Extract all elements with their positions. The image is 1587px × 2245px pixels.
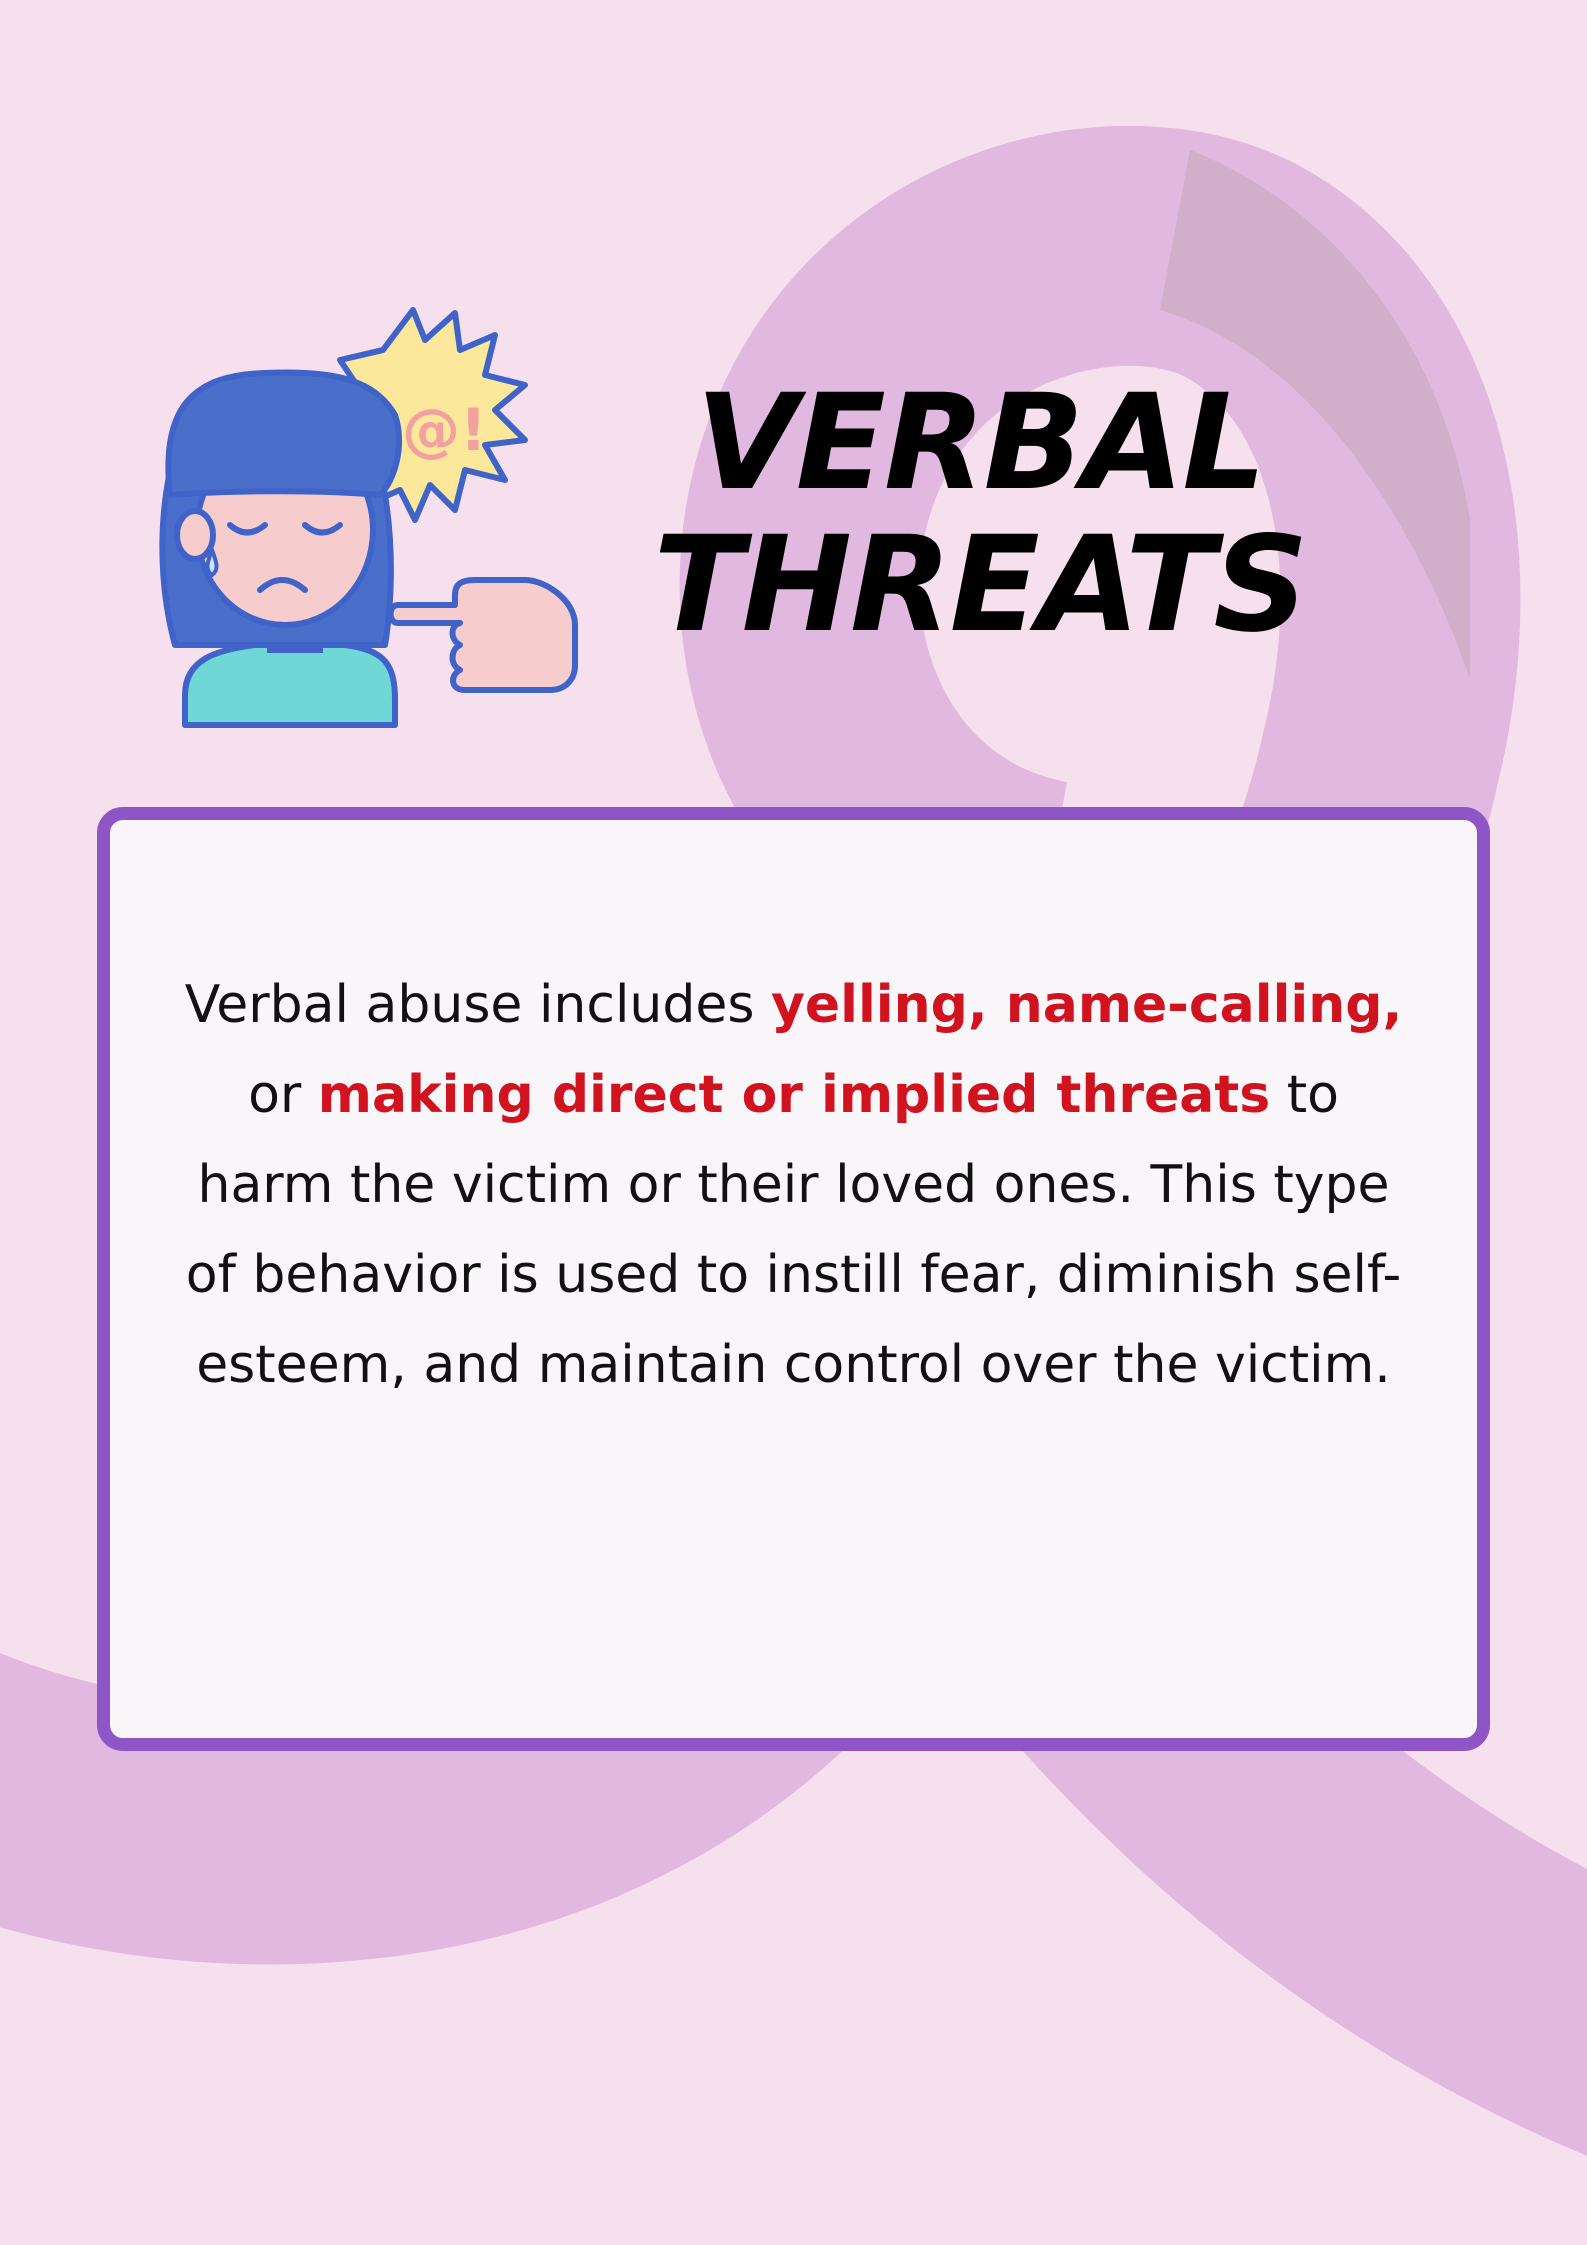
highlight-yelling-name-calling: yelling, name-calling,: [770, 975, 1403, 1035]
description-text: Verbal abuse includes yelling, name-call…: [180, 960, 1407, 1410]
crying-person-being-pointed-at-icon: #@!: [159, 307, 578, 728]
title-line-2: THREATS: [653, 508, 1309, 662]
title-line-1: VERBAL: [695, 366, 1267, 520]
text-segment: Verbal abuse includes: [184, 975, 771, 1035]
highlight-threats: making direct or implied threats: [317, 1065, 1271, 1125]
description-card: [97, 807, 1490, 1751]
text-segment: or: [248, 1065, 318, 1125]
text-segment: to harm the victim or their loved ones. …: [185, 1065, 1402, 1395]
page-title: VERBAL THREATS: [640, 372, 1320, 656]
